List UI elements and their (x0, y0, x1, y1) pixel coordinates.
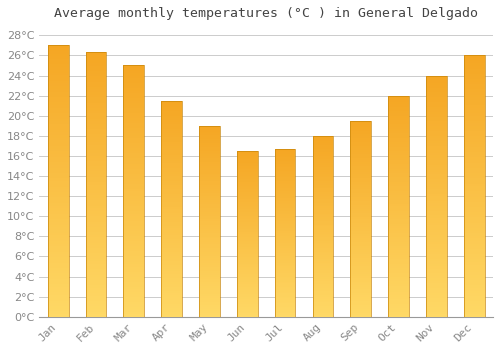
Title: Average monthly temperatures (°C ) in General Delgado: Average monthly temperatures (°C ) in Ge… (54, 7, 478, 20)
